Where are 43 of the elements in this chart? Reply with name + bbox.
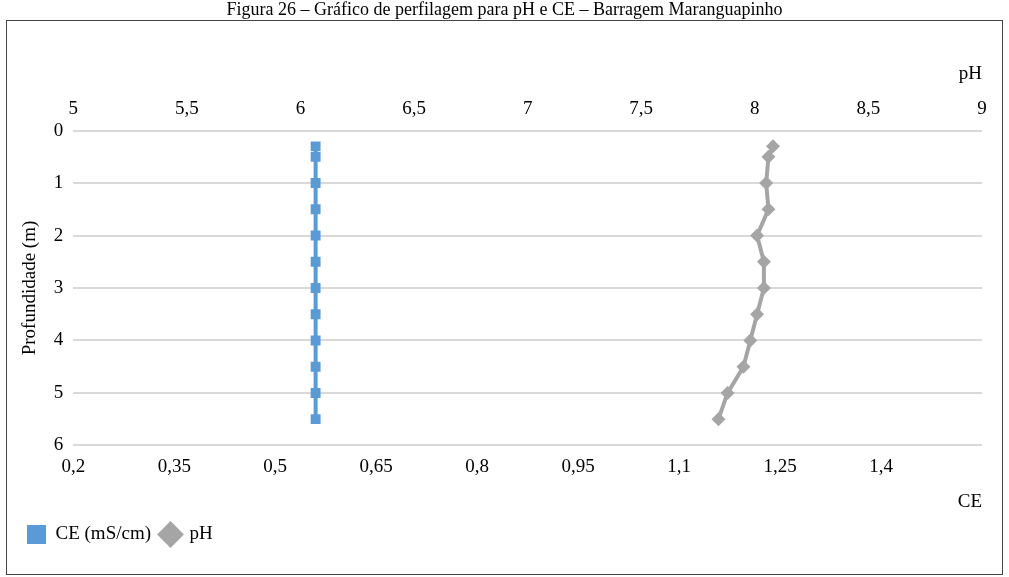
chart-title: Figura 26 – Gráfico de perfilagem para pH e CE – Barragem Maranguapinho	[225, 0, 784, 19]
x2-tick-label: 8	[750, 97, 760, 119]
point	[310, 230, 321, 241]
x2-tick-label: 6,5	[402, 97, 426, 119]
point	[310, 178, 321, 189]
y-tick-label: 0	[53, 118, 64, 140]
point	[310, 256, 321, 267]
x-tick-label: 0,65	[359, 454, 393, 476]
x2-tick-label: 8,5	[856, 97, 881, 119]
x-tick-label: 0,5	[263, 454, 288, 476]
y-tick-label: 3	[53, 275, 64, 297]
x-tick-label: 0,8	[465, 454, 490, 476]
y-tick-label: 5	[53, 380, 64, 402]
y-axis-title: Profundidade (m)	[18, 220, 41, 356]
x2-tick-label: 9	[977, 97, 987, 119]
point	[310, 387, 321, 398]
point	[310, 283, 321, 293]
point	[310, 204, 321, 215]
x-tick-label: 0,95	[561, 454, 595, 476]
x-axis-title: CE	[957, 489, 982, 511]
x2-tick-label: 6	[295, 97, 306, 119]
x2-axis-title: pH	[958, 62, 983, 84]
x2-tick-label: 7,5	[629, 97, 654, 119]
x-tick-label: 1,1	[667, 454, 691, 476]
point	[310, 151, 321, 162]
x-tick-label: 1,25	[763, 454, 797, 476]
x-tick-label: 1,4	[869, 454, 894, 476]
y-tick-label: 2	[53, 223, 64, 245]
x2-tick-label: 5	[68, 97, 79, 119]
x-tick-label: 0,2	[61, 454, 86, 476]
y-tick-label: 6	[53, 433, 64, 455]
point	[310, 361, 321, 372]
x-tick-label: 0,35	[157, 454, 191, 476]
point	[310, 414, 321, 425]
x2-tick-label: 7	[522, 97, 533, 119]
x2-tick-label: 5,5	[175, 97, 199, 119]
y-tick-label: 4	[53, 328, 64, 350]
legend-label: CE (mS/cm)	[55, 522, 152, 545]
point	[310, 141, 321, 152]
point	[310, 309, 321, 320]
legend-label: pH	[189, 522, 214, 544]
y-tick-label: 1	[53, 171, 64, 193]
point	[310, 335, 321, 346]
